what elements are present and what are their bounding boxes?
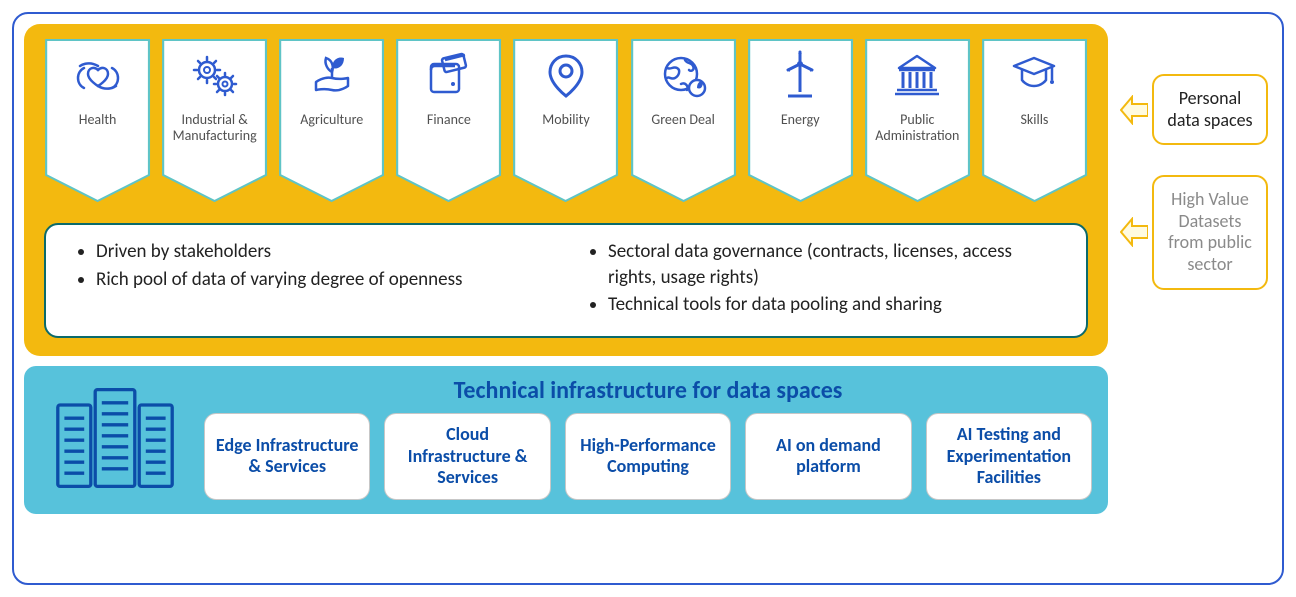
aux-column: Personal data spaces High Value Datasets… [1120,24,1268,573]
sector-label: Energy [781,112,820,128]
characteristics-box: Driven by stakeholdersRich pool of data … [44,223,1088,338]
energy-icon [772,48,828,104]
bullets-right-list: Sectoral data governance (contracts, lic… [584,239,1060,318]
sector-label: Public Administration [870,112,965,144]
infrastructure-body: Technical infrastructure for data spaces… [204,376,1092,500]
infrastructure-title: Technical infrastructure for data spaces [204,376,1092,405]
bullet-item: Rich pool of data of varying degree of o… [96,267,548,293]
infra-card: High-Performance Computing [565,413,731,500]
aux-personal-box: Personal data spaces [1152,74,1268,145]
bullets-left: Driven by stakeholdersRich pool of data … [72,239,548,320]
sector-row: Health Industrial & Manufacturing Agricu… [44,38,1088,203]
aux-top-wrap: Personal data spaces [1120,74,1268,145]
sector-label: Skills [1020,112,1048,128]
bullet-item: Sectoral data governance (contracts, lic… [608,239,1060,290]
skills-icon [1006,48,1062,104]
bullet-item: Driven by stakeholders [96,239,548,265]
agriculture-icon [304,48,360,104]
servers-icon [40,383,190,493]
aux-hvd-box: High Value Datasets from public sector [1152,175,1268,289]
sector-label: Industrial & Manufacturing [167,112,262,144]
sector-card-greendeal: Green Deal [630,38,737,203]
bullet-item: Technical tools for data pooling and sha… [608,292,1060,318]
sector-card-industry: Industrial & Manufacturing [161,38,268,203]
infra-card: AI on demand platform [745,413,911,500]
infrastructure-panel: Technical infrastructure for data spaces… [24,366,1108,514]
sector-label: Agriculture [300,112,363,128]
sector-card-publicadmin: Public Administration [864,38,971,203]
sector-label: Green Deal [651,112,714,128]
sector-label: Finance [427,112,471,128]
sector-card-finance: Finance [395,38,502,203]
arrow-left-icon [1120,95,1148,125]
arrow-left-icon [1120,217,1148,247]
diagram-frame: Health Industrial & Manufacturing Agricu… [12,12,1284,585]
sector-card-skills: Skills [981,38,1088,203]
sector-card-energy: Energy [747,38,854,203]
bullets-right: Sectoral data governance (contracts, lic… [584,239,1060,320]
sector-label: Health [79,112,117,128]
infra-card: Cloud Infrastructure & Services [384,413,550,500]
sector-card-health: Health [44,38,151,203]
sectors-panel: Health Industrial & Manufacturing Agricu… [24,24,1108,356]
health-icon [70,48,126,104]
aux-bottom-wrap: High Value Datasets from public sector [1120,175,1268,289]
finance-icon [421,48,477,104]
infrastructure-row: Edge Infrastructure & ServicesCloud Infr… [204,413,1092,500]
mobility-icon [538,48,594,104]
sector-label: Mobility [542,112,589,128]
industry-icon [187,48,243,104]
greendeal-icon [655,48,711,104]
sector-card-mobility: Mobility [512,38,619,203]
publicadmin-icon [889,48,945,104]
sector-card-agriculture: Agriculture [278,38,385,203]
infra-card: Edge Infrastructure & Services [204,413,370,500]
main-column: Health Industrial & Manufacturing Agricu… [24,24,1108,573]
infra-card: AI Testing and Experimentation Facilitie… [926,413,1092,500]
bullets-left-list: Driven by stakeholdersRich pool of data … [72,239,548,292]
